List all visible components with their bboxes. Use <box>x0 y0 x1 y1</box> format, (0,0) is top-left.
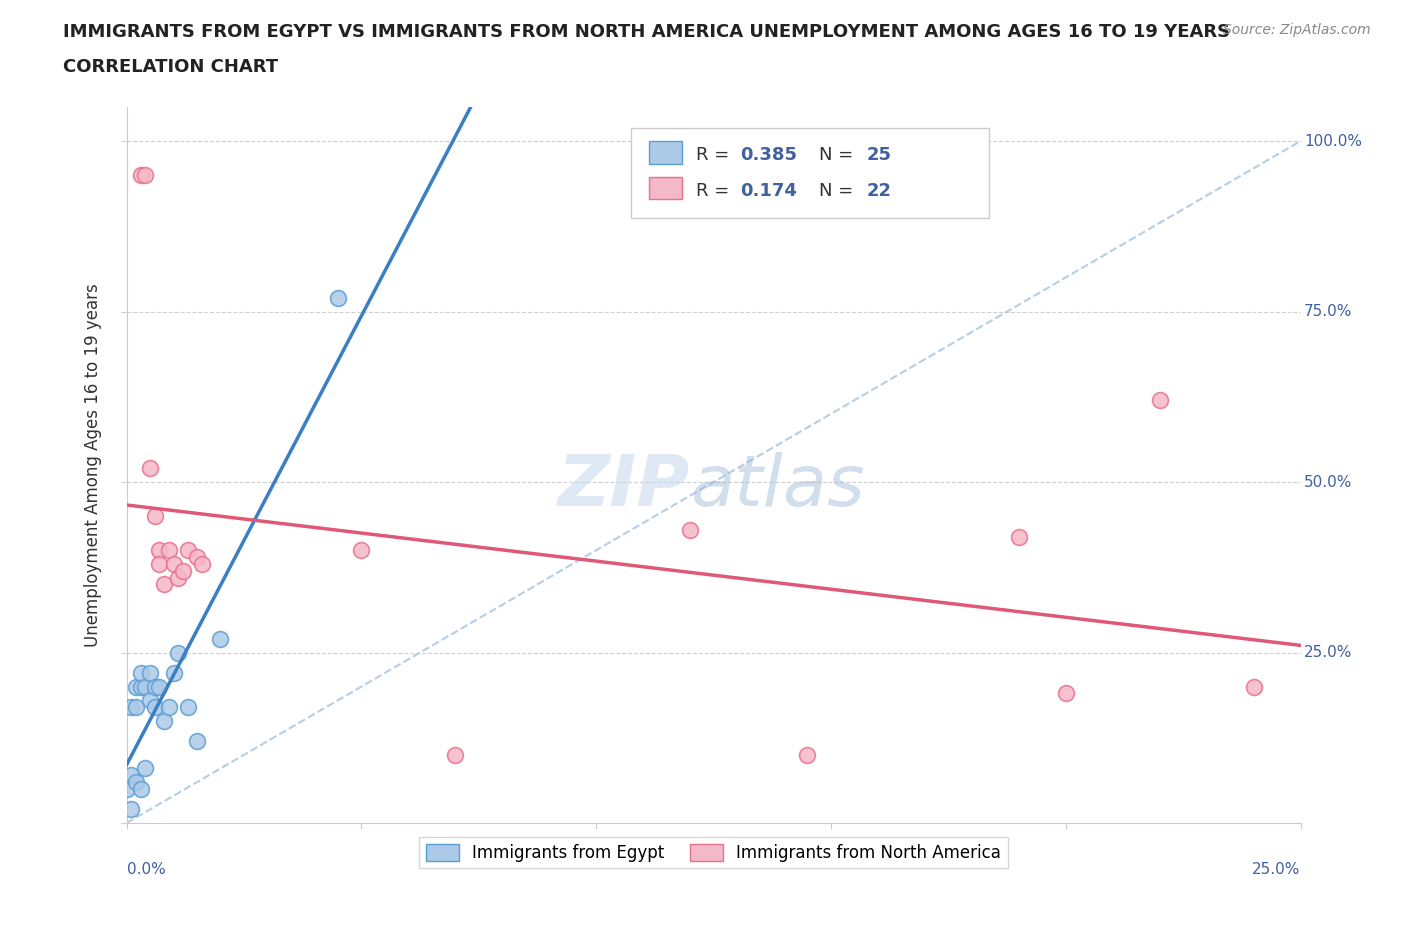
Point <box>129 781 152 796</box>
Point <box>134 761 156 776</box>
Text: 25.0%: 25.0% <box>1305 645 1353 660</box>
Text: Source: ZipAtlas.com: Source: ZipAtlas.com <box>1223 23 1371 37</box>
Point <box>190 556 212 571</box>
Point <box>186 550 208 565</box>
Point <box>157 699 180 714</box>
Text: N =: N = <box>820 146 859 164</box>
Bar <box>650 178 682 199</box>
Text: CORRELATION CHART: CORRELATION CHART <box>63 58 278 75</box>
Text: R =: R = <box>696 146 735 164</box>
Point <box>129 666 152 681</box>
FancyBboxPatch shape <box>631 128 990 218</box>
Point <box>139 461 162 476</box>
Point <box>134 167 156 182</box>
Text: 25.0%: 25.0% <box>1253 862 1301 877</box>
Point <box>679 523 702 538</box>
Point <box>326 290 349 305</box>
Point <box>148 556 170 571</box>
Point <box>1008 529 1031 544</box>
Point <box>125 775 148 790</box>
Point <box>120 802 142 817</box>
Text: 50.0%: 50.0% <box>1305 474 1353 489</box>
Point <box>444 748 467 763</box>
Point <box>125 679 148 694</box>
Y-axis label: Unemployment Among Ages 16 to 19 years: Unemployment Among Ages 16 to 19 years <box>84 283 103 647</box>
Point <box>120 699 142 714</box>
Point <box>1054 686 1077 701</box>
Text: atlas: atlas <box>690 452 865 521</box>
Point <box>129 679 152 694</box>
Point <box>134 679 156 694</box>
Point <box>125 699 148 714</box>
Point <box>115 781 138 796</box>
Point <box>143 509 166 524</box>
Point <box>167 645 190 660</box>
Point <box>176 543 198 558</box>
Point <box>350 543 373 558</box>
Bar <box>650 141 682 164</box>
Point <box>176 699 198 714</box>
Point <box>153 577 176 591</box>
Point <box>143 679 166 694</box>
Text: IMMIGRANTS FROM EGYPT VS IMMIGRANTS FROM NORTH AMERICA UNEMPLOYMENT AMONG AGES 1: IMMIGRANTS FROM EGYPT VS IMMIGRANTS FROM… <box>63 23 1230 41</box>
Point <box>153 713 176 728</box>
Point <box>1243 679 1265 694</box>
Text: 0.174: 0.174 <box>741 181 797 200</box>
Point <box>129 167 152 182</box>
Point <box>162 556 184 571</box>
Point <box>148 679 170 694</box>
Text: 0.0%: 0.0% <box>127 862 166 877</box>
Text: 75.0%: 75.0% <box>1305 304 1353 319</box>
Text: N =: N = <box>820 181 859 200</box>
Point <box>139 693 162 708</box>
Point <box>162 666 184 681</box>
Text: 22: 22 <box>866 181 891 200</box>
Point <box>186 734 208 749</box>
Text: ZIP: ZIP <box>558 452 690 521</box>
Legend: Immigrants from Egypt, Immigrants from North America: Immigrants from Egypt, Immigrants from N… <box>419 837 1008 869</box>
Text: 0.385: 0.385 <box>741 146 797 164</box>
Point <box>148 543 170 558</box>
Text: R =: R = <box>696 181 735 200</box>
Point <box>1149 392 1171 407</box>
Point <box>157 543 180 558</box>
Point <box>209 631 232 646</box>
Point <box>172 564 194 578</box>
Point <box>120 768 142 783</box>
Point <box>139 666 162 681</box>
Text: 100.0%: 100.0% <box>1305 134 1362 149</box>
Text: 25: 25 <box>866 146 891 164</box>
Point <box>167 570 190 585</box>
Point <box>796 748 818 763</box>
Point <box>143 699 166 714</box>
